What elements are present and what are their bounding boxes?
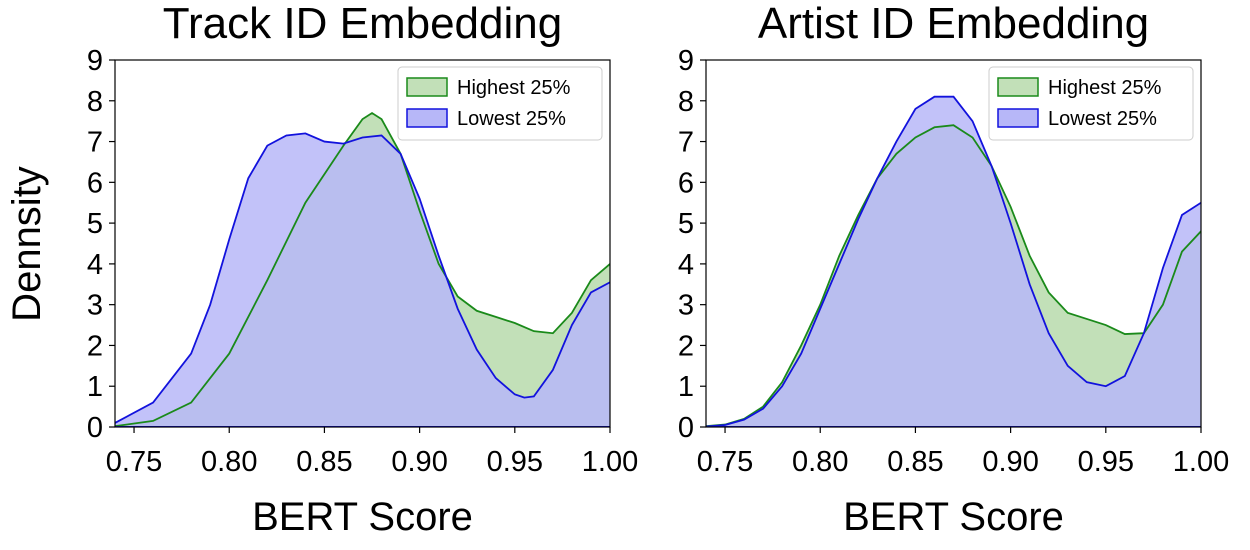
legend: Highest 25% Lowest 25%	[988, 66, 1194, 141]
y-tick-label: 3	[87, 290, 103, 322]
x-tick-label: 0.80	[201, 446, 257, 478]
x-tick-label: 0.75	[106, 446, 162, 478]
y-tick-label: 2	[678, 330, 694, 362]
x-tick-label: 0.90	[391, 446, 447, 478]
series-area-lowest-25	[706, 96, 1201, 427]
x-tick-label: 0.95	[1078, 446, 1134, 478]
y-tick-label: 1	[87, 371, 103, 403]
x-tick-label: 1.00	[582, 446, 638, 478]
legend-swatch-lowest-25	[406, 108, 448, 128]
chart-artist-id: 0 1 2 3 4 5 6 7 8 9 0.75 0.80 0.85 0.90 0.95 1.00 Artist…	[678, 0, 1229, 539]
chart-title: Track ID Embedding	[163, 0, 562, 48]
legend-label: Lowest 25%	[457, 108, 566, 130]
chart-title: Artist ID Embedding	[758, 0, 1149, 48]
y-tick-label: 6	[87, 167, 103, 199]
legend-swatch-highest-25	[997, 77, 1039, 97]
chart-track-id: 0 1 2 3 4 5 6 7 8 9 0.75 0.80 0.85 0.90 0.95 1.00 Track …	[87, 0, 638, 539]
x-tick-label: 0.95	[487, 446, 543, 478]
legend-box	[988, 66, 1194, 141]
y-tick-label: 7	[87, 127, 103, 159]
legend: Highest 25% Lowest 25%	[397, 66, 603, 141]
y-tick-label: 4	[678, 249, 694, 281]
x-tick-label: 1.00	[1173, 446, 1229, 478]
x-axis-label: BERT Score	[843, 495, 1064, 539]
x-tick-label: 0.90	[982, 446, 1038, 478]
y-tick-label: 8	[87, 86, 103, 118]
legend-label: Highest 25%	[1048, 77, 1162, 99]
x-tick-label: 0.75	[697, 446, 753, 478]
y-tick-label: 0	[87, 412, 103, 444]
y-tick-label: 7	[678, 127, 694, 159]
series-line-lowest-25	[706, 95, 1201, 427]
plot-area	[115, 111, 610, 427]
legend-swatch-lowest-25	[997, 108, 1039, 128]
y-tick-label: 5	[87, 208, 103, 240]
legend-swatch-highest-25	[406, 77, 448, 97]
y-tick-label: 6	[678, 167, 694, 199]
plot-area	[706, 95, 1201, 427]
y-tick-label: 9	[678, 45, 694, 77]
y-axis-label: Dennsity	[5, 166, 49, 322]
x-tick-label: 0.85	[887, 446, 943, 478]
series-area-lowest-25	[115, 133, 610, 427]
series-line-highest-25	[706, 124, 1201, 427]
y-tick-label: 3	[678, 290, 694, 322]
x-axis-label: BERT Score	[252, 495, 473, 539]
x-tick-label: 0.85	[296, 446, 352, 478]
legend-box	[397, 66, 603, 141]
legend-label: Highest 25%	[457, 77, 571, 99]
legend-label: Lowest 25%	[1048, 108, 1157, 130]
x-tick-label: 0.80	[792, 446, 848, 478]
series-line-lowest-25	[115, 132, 610, 424]
y-tick-label: 9	[87, 45, 103, 77]
plot-frame	[114, 59, 611, 428]
series-line-highest-25	[115, 111, 610, 427]
y-tick-label: 4	[87, 249, 103, 281]
y-tick-label: 1	[678, 371, 694, 403]
y-tick-label: 2	[87, 330, 103, 362]
plot-frame	[705, 59, 1202, 428]
y-tick-label: 0	[678, 412, 694, 444]
y-tick-label: 5	[678, 208, 694, 240]
y-tick-label: 8	[678, 86, 694, 118]
